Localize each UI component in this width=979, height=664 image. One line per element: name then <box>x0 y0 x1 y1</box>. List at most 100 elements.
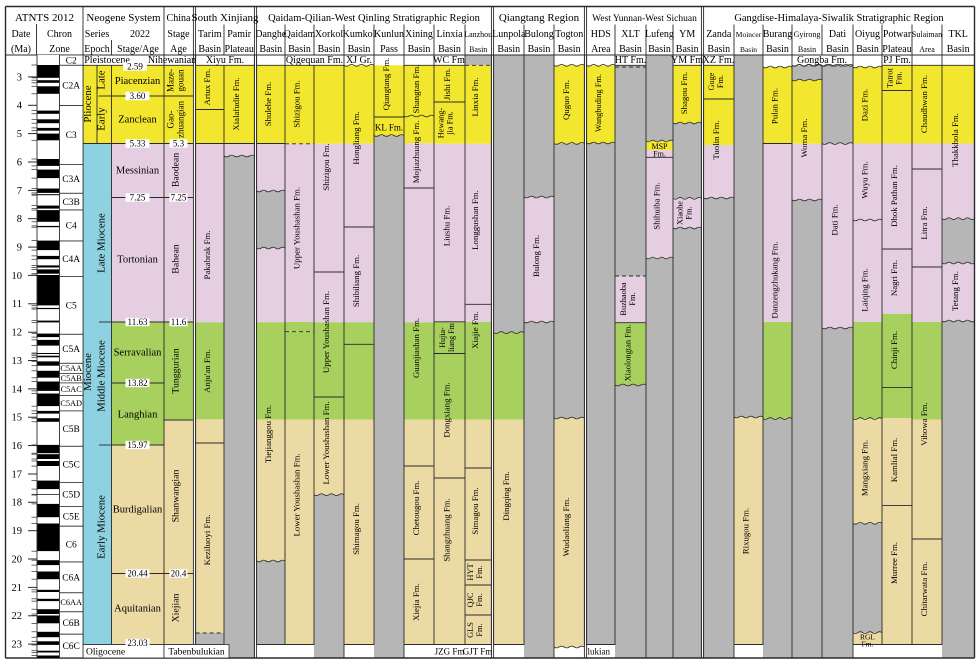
svg-text:Shulehe Fm.: Shulehe Fm. <box>263 82 273 126</box>
svg-text:C3A: C3A <box>62 175 80 185</box>
svg-text:21: 21 <box>12 583 23 594</box>
svg-text:Tuolin Fm.: Tuolin Fm. <box>711 120 721 159</box>
svg-text:Basin: Basin <box>856 44 879 55</box>
svg-text:Xining: Xining <box>405 29 433 40</box>
svg-text:C6B: C6B <box>62 619 79 629</box>
svg-text:Moincer: Moincer <box>736 30 762 39</box>
svg-text:Zanda: Zanda <box>706 29 732 40</box>
svg-text:lukian: lukian <box>588 647 611 657</box>
svg-text:Basin: Basin <box>798 45 816 54</box>
svg-text:C4A: C4A <box>62 255 80 265</box>
svg-text:Danzengzhukang Fm.: Danzengzhukang Fm. <box>770 241 780 318</box>
svg-text:Neogene System: Neogene System <box>86 12 161 24</box>
svg-text:19: 19 <box>12 526 23 537</box>
svg-text:Fm.: Fm. <box>628 292 637 305</box>
svg-text:Gao-: Gao- <box>166 111 176 129</box>
svg-text:Lower Youshashan Fm.: Lower Youshashan Fm. <box>321 401 331 484</box>
svg-text:C4: C4 <box>66 222 77 232</box>
svg-text:Chron: Chron <box>47 29 72 40</box>
svg-text:gouan: gouan <box>176 69 186 91</box>
svg-text:Basin: Basin <box>318 44 341 55</box>
svg-text:C5AA: C5AA <box>60 364 82 373</box>
svg-text:5.33: 5.33 <box>130 138 146 148</box>
svg-text:Xiajie Fm.: Xiajie Fm. <box>470 311 480 349</box>
svg-text:9: 9 <box>17 243 22 254</box>
svg-text:2.59: 2.59 <box>127 61 143 71</box>
svg-text:7.25: 7.25 <box>171 192 187 202</box>
svg-text:Guanjiashan Fm.: Guanjiashan Fm. <box>411 318 421 378</box>
svg-text:C5AB: C5AB <box>61 374 83 383</box>
svg-text:Xiaohe: Xiaohe <box>676 201 685 225</box>
svg-text:Tortonian: Tortonian <box>117 254 158 265</box>
svg-text:Basin: Basin <box>676 44 699 55</box>
svg-text:Qaidam: Qaidam <box>284 29 316 40</box>
svg-text:Basin: Basin <box>469 45 487 54</box>
svg-text:Lanzhou: Lanzhou <box>464 30 492 39</box>
svg-text:C6A: C6A <box>62 574 80 584</box>
svg-text:Pass: Pass <box>380 44 398 55</box>
svg-text:WC Fm: WC Fm <box>433 55 465 66</box>
svg-text:7: 7 <box>17 186 22 197</box>
svg-text:XZ Fm.: XZ Fm. <box>703 55 735 66</box>
svg-text:C5B: C5B <box>62 425 79 435</box>
svg-text:Quguo Fm.: Quguo Fm. <box>561 80 571 120</box>
svg-text:Messinian: Messinian <box>116 165 160 176</box>
svg-text:Early Miocene: Early Miocene <box>96 495 108 559</box>
svg-text:14: 14 <box>12 384 23 395</box>
svg-text:Early: Early <box>96 107 108 131</box>
svg-text:Plateau: Plateau <box>224 44 253 55</box>
svg-text:Upper Youshashan Fm.: Upper Youshashan Fm. <box>292 187 302 269</box>
svg-text:GLS: GLS <box>466 622 475 638</box>
svg-text:Upper Youshashan Fm.: Upper Youshashan Fm. <box>321 291 331 373</box>
svg-text:11.6: 11.6 <box>171 317 187 327</box>
svg-text:11: 11 <box>12 299 22 310</box>
svg-text:Artux Fm.: Artux Fm. <box>202 69 212 106</box>
svg-text:Pleistocene: Pleistocene <box>84 55 130 66</box>
svg-text:Hongliang Fm.: Hongliang Fm. <box>351 111 361 164</box>
svg-text:Lower Youshashan Fm.: Lower Youshashan Fm. <box>292 453 302 536</box>
svg-text:Burang: Burang <box>763 29 792 40</box>
svg-text:Qiangtang Region: Qiangtang Region <box>499 12 580 24</box>
svg-text:Shizigou Fm.: Shizigou Fm. <box>321 143 331 190</box>
svg-text:23.03: 23.03 <box>127 638 148 648</box>
svg-text:Late Miocene: Late Miocene <box>96 213 108 273</box>
svg-text:3: 3 <box>17 72 22 83</box>
svg-text:Gongba Fm.: Gongba Fm. <box>797 55 847 66</box>
svg-text:Basin: Basin <box>826 44 849 55</box>
svg-text:Dati: Dati <box>829 29 846 40</box>
svg-text:Togton: Togton <box>555 29 583 40</box>
svg-text:PJ Fm.: PJ Fm. <box>883 55 911 66</box>
svg-text:C6: C6 <box>66 540 77 550</box>
svg-text:Basin: Basin <box>648 44 671 55</box>
svg-text:Aquitanian: Aquitanian <box>114 603 161 614</box>
svg-text:C6C: C6C <box>62 642 79 652</box>
svg-text:18: 18 <box>12 498 23 509</box>
svg-text:Dongxiang Fm.: Dongxiang Fm. <box>442 382 452 437</box>
svg-text:Date: Date <box>12 29 31 40</box>
svg-text:Danghe: Danghe <box>255 29 287 40</box>
svg-text:5.3: 5.3 <box>173 138 185 148</box>
svg-text:Piacenzian: Piacenzian <box>115 76 161 87</box>
svg-text:China: China <box>167 13 191 24</box>
svg-text:Kumkol: Kumkol <box>343 29 376 40</box>
svg-text:11.63: 11.63 <box>128 317 148 327</box>
svg-text:Maze-: Maze- <box>166 69 176 92</box>
svg-text:13.82: 13.82 <box>127 378 147 388</box>
svg-text:Guge: Guge <box>707 72 716 90</box>
svg-text:Qigequan Fm.: Qigequan Fm. <box>286 55 343 66</box>
svg-text:Epoch: Epoch <box>84 44 110 55</box>
svg-text:Pliocene: Pliocene <box>82 85 94 122</box>
svg-text:2022: 2022 <box>130 29 150 40</box>
svg-text:Serravalian: Serravalian <box>114 347 163 358</box>
svg-text:3.60: 3.60 <box>130 91 146 101</box>
svg-text:Lufeng: Lufeng <box>645 29 674 40</box>
svg-text:Xiejia Fm.: Xiejia Fm. <box>411 583 421 621</box>
svg-text:Fm.: Fm. <box>862 640 874 649</box>
svg-text:HT Fm.: HT Fm. <box>615 55 647 66</box>
svg-text:Area: Area <box>591 44 611 55</box>
svg-text:Xialafudie Fm.: Xialafudie Fm. <box>231 77 241 130</box>
svg-text:YM Fm: YM Fm <box>671 55 703 66</box>
svg-text:Fm.: Fm. <box>653 150 666 159</box>
svg-text:Kamlial Fm.: Kamlial Fm. <box>889 438 899 482</box>
svg-text:12: 12 <box>12 328 23 339</box>
